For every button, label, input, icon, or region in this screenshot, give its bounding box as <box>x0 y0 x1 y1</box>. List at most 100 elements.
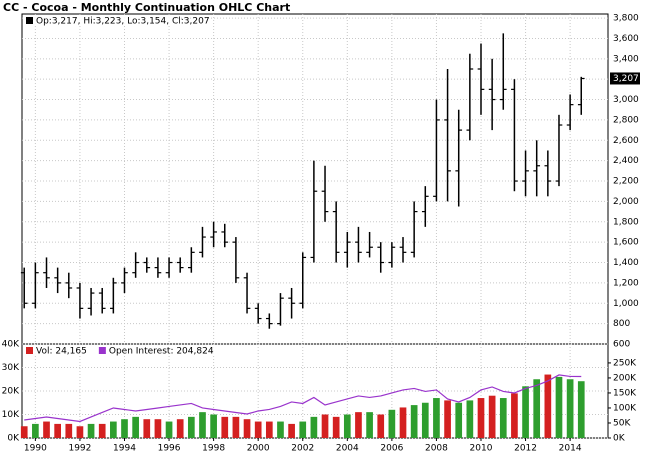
x-tick-label: 2002 <box>291 444 314 454</box>
ohlc-bar <box>499 33 507 110</box>
volume-bar <box>366 412 373 438</box>
ohlc-bar <box>477 43 485 115</box>
ohlc-bar <box>210 221 217 248</box>
ohlc-bar <box>544 150 552 197</box>
volume-bar <box>243 419 251 438</box>
volume-bar <box>511 393 518 438</box>
legend-box <box>23 345 233 356</box>
x-tick-label: 1998 <box>202 444 225 454</box>
ohlc-bar <box>533 140 541 197</box>
last-price-label: 3,207 <box>613 74 639 84</box>
x-tick-label: 2006 <box>380 444 403 454</box>
y-tick-label: 2,800 <box>613 115 639 125</box>
ohlc-bar <box>154 257 162 278</box>
chart-title: CC - Cocoa - Monthly Continuation OHLC C… <box>3 1 290 14</box>
x-tick-label: 1996 <box>158 444 181 454</box>
volume-bar <box>121 419 128 438</box>
ohlc-bar <box>132 252 139 278</box>
y2-tick-label: 200K <box>613 373 637 383</box>
ohlc-bar <box>310 160 318 263</box>
volume-bar <box>154 419 162 438</box>
ohlc-bar <box>522 150 529 197</box>
volume-bar <box>299 421 307 438</box>
legend-swatch <box>98 347 106 354</box>
volume-bar <box>265 421 273 438</box>
volume-bar <box>221 416 229 438</box>
legend-swatch <box>26 17 33 24</box>
ohlc-bar <box>165 257 173 278</box>
y-tick-label: 2,600 <box>613 136 639 146</box>
ohlc-bar <box>321 165 329 222</box>
ohlc-bar <box>555 114 563 187</box>
ohlc-bar <box>444 69 451 202</box>
ohlc-bar <box>277 293 284 326</box>
ohlc-bar <box>176 257 184 273</box>
volume-bar <box>533 379 541 438</box>
ohlc-bar <box>54 267 61 294</box>
volume-bar <box>433 398 440 438</box>
ohlc-bar <box>32 262 39 309</box>
x-tick-label: 2014 <box>559 444 582 454</box>
volume-bar <box>199 412 206 438</box>
volume-bar <box>321 414 329 438</box>
volume-bar <box>43 421 50 438</box>
volume-bar <box>110 421 117 438</box>
volume-bar <box>332 416 340 438</box>
ohlc-bar <box>399 237 407 263</box>
y2-tick-label: 0K <box>613 434 626 444</box>
volume-bar <box>87 423 95 438</box>
ohlc-bar <box>343 231 351 268</box>
ohlc-bar <box>221 223 229 248</box>
y-tick-label: 2,400 <box>613 156 639 166</box>
volume-bar <box>544 374 552 438</box>
ohlc-bar <box>265 313 273 329</box>
y-tick-label: 1,600 <box>613 238 639 248</box>
ohlc-bar <box>76 282 84 319</box>
y-tick-label: 10K <box>2 410 20 420</box>
volume-bar <box>132 416 139 438</box>
ohlc-bar <box>187 247 195 273</box>
x-tick-label: 1992 <box>68 444 91 454</box>
volume-bar <box>355 412 362 438</box>
volume-bar <box>455 402 463 438</box>
ohlc-bar <box>466 53 474 141</box>
y-tick-label: 3,800 <box>613 14 639 24</box>
volume-bar <box>310 416 318 438</box>
volume-bar <box>477 398 485 438</box>
ohlc-bar <box>488 58 496 131</box>
volume-bar <box>555 376 563 438</box>
volume-bar <box>522 386 529 438</box>
legend-swatch <box>26 347 33 354</box>
ohlc-bar <box>388 242 396 268</box>
volume-bar <box>65 423 73 438</box>
ohlc-bar <box>254 303 262 324</box>
volume-bar <box>566 379 574 438</box>
volume-bar <box>187 416 195 438</box>
volume-bar <box>577 381 585 438</box>
volume-bar <box>399 407 407 438</box>
y-tick-label: 600 <box>613 340 630 350</box>
ohlc-bar <box>232 237 240 283</box>
ohlc-bar <box>332 201 340 263</box>
volume-bar <box>76 426 84 438</box>
y-tick-label: 1,800 <box>613 217 639 227</box>
volume-bar <box>165 421 173 438</box>
volume-bar <box>488 395 496 438</box>
y-tick-label: 3,000 <box>613 95 639 105</box>
volume-bar <box>444 400 451 438</box>
ohlc-bar <box>410 201 418 258</box>
volume-bar <box>210 414 217 438</box>
y2-tick-label: 150K <box>613 388 637 398</box>
volume-bar <box>143 419 151 438</box>
volume-bar <box>98 423 106 438</box>
ohlc-bar <box>143 257 151 273</box>
volume-bar <box>254 421 262 438</box>
ohlc-bar <box>43 257 50 288</box>
ohlc-bar <box>355 226 362 263</box>
y-tick-label: 1,400 <box>613 258 639 268</box>
y-tick-label: 1,000 <box>613 299 639 309</box>
y-tick-label: 30K <box>2 363 20 373</box>
ohlc-bar <box>377 242 385 273</box>
volume-bar <box>410 405 418 438</box>
